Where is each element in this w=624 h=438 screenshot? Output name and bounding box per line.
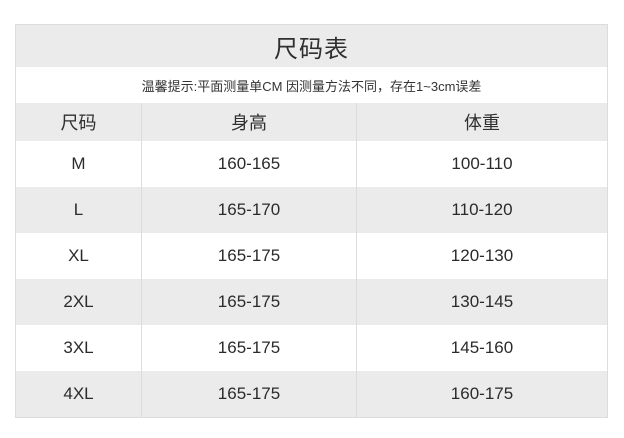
table-header-row: 尺码 身高 体重: [16, 103, 607, 141]
cell-size: M: [71, 154, 86, 173]
cell-size: 4XL: [63, 384, 94, 403]
cell-height: 165-175: [141, 279, 356, 325]
cell-height: 165-175: [141, 325, 356, 371]
table-title: 尺码表: [16, 25, 607, 67]
cell-weight: 160-175: [356, 371, 607, 417]
column-header-weight: 体重: [356, 103, 607, 141]
cell-height: 165-170: [141, 187, 356, 233]
table-row: M 160-165 100-110: [16, 141, 607, 187]
cell-height: 165-175: [141, 233, 356, 279]
cell-weight: 110-120: [356, 187, 607, 233]
cell-size: XL: [68, 246, 89, 265]
cell-weight: 100-110: [356, 141, 607, 187]
table-row: XL 165-175 120-130: [16, 233, 607, 279]
cell-weight: 130-145: [356, 279, 607, 325]
cell-height: 160-165: [141, 141, 356, 187]
size-chart-table: 尺码表 温馨提示:平面测量单CM 因测量方法不同，存在1~3cm误差 尺码 身高…: [15, 24, 608, 418]
column-header-size: 尺码: [60, 113, 97, 133]
cell-weight: 145-160: [356, 325, 607, 371]
cell-size: L: [73, 200, 84, 219]
column-header-height: 身高: [141, 103, 356, 141]
table-row: 3XL 165-175 145-160: [16, 325, 607, 371]
cell-size: 2XL: [63, 292, 94, 311]
cell-size: 3XL: [63, 338, 94, 357]
table-row: 2XL 165-175 130-145: [16, 279, 607, 325]
table-row: 4XL 165-175 160-175: [16, 371, 607, 417]
table-row: L 165-170 110-120: [16, 187, 607, 233]
cell-weight: 120-130: [356, 233, 607, 279]
cell-height: 165-175: [141, 371, 356, 417]
notice-text: 温馨提示:平面测量单CM 因测量方法不同，存在1~3cm误差: [16, 67, 607, 103]
